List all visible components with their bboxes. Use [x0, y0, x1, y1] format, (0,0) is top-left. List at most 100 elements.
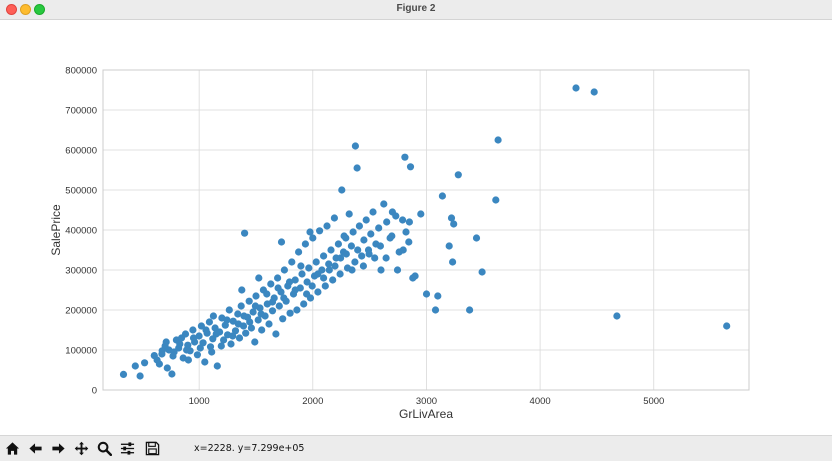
x-tick-label: 1000 [189, 396, 210, 407]
scatter-point [388, 232, 396, 240]
scatter-point [183, 346, 191, 354]
scatter-point [450, 220, 458, 228]
figure-canvas[interactable]: 1000 2000 3000 4000 5000 0 100000 200000 300000… [0, 20, 832, 435]
scatter-point [337, 254, 345, 262]
scatter-point [331, 262, 339, 270]
scatter-point [280, 294, 288, 302]
scatter-point [375, 224, 383, 232]
back-button[interactable] [26, 439, 45, 458]
forward-button[interactable] [49, 439, 68, 458]
scatter-point [494, 136, 502, 144]
scatter-point [245, 297, 253, 305]
scatter-point [300, 300, 308, 308]
scatter-point [309, 234, 317, 242]
scatter-point [325, 266, 333, 274]
zoom-button[interactable] [95, 439, 114, 458]
magnifier-icon [97, 441, 112, 456]
scatter-point [383, 218, 391, 226]
scatter-point [235, 334, 244, 342]
scatter-point [411, 272, 419, 280]
scatter-point [369, 208, 377, 216]
scatter-point [295, 248, 303, 256]
pan-button[interactable] [72, 439, 91, 458]
home-button[interactable] [3, 439, 22, 458]
scatter-point [347, 242, 355, 250]
scatter-point [131, 362, 139, 370]
configure-subplots-button[interactable] [118, 439, 137, 458]
scatter-point [225, 306, 233, 314]
scatter-point [431, 306, 440, 314]
minimize-window-button[interactable] [20, 4, 31, 15]
scatter-point [267, 280, 275, 288]
scatter-point [323, 222, 331, 230]
scatter-point [434, 292, 442, 300]
scatter-point [254, 316, 262, 324]
x-tick-label: 4000 [530, 396, 551, 407]
scatter-point [320, 252, 328, 260]
scatter-point [349, 228, 357, 236]
scatter-point [359, 262, 367, 270]
scatter-point [268, 307, 277, 315]
scatter-point [217, 342, 225, 350]
scatter-point [277, 238, 286, 246]
cursor-coordinates: x=2228. y=7.299e+05 [194, 443, 305, 454]
scatter-point [360, 236, 368, 244]
scatter-point [393, 266, 402, 274]
window-titlebar: Figure 2 [0, 0, 832, 20]
scatter-point [382, 254, 390, 262]
scatter-point [158, 347, 166, 355]
data-points [119, 84, 731, 380]
y-tick-label: 300000 [65, 266, 97, 277]
scatter-point [338, 186, 346, 194]
scatter-point [472, 234, 481, 242]
scatter-point [209, 312, 217, 320]
scatter-point [136, 372, 144, 380]
scatter-point [141, 359, 149, 367]
scatter-point [590, 88, 598, 96]
scatter-point [208, 348, 216, 356]
scatter-point [312, 258, 320, 266]
scatter-point [196, 344, 204, 352]
scatter-point [162, 338, 170, 346]
scatter-point [340, 232, 348, 240]
scatter-point [377, 266, 385, 274]
scatter-point [193, 351, 201, 359]
scatter-point [279, 315, 287, 323]
scatter-point [351, 142, 359, 150]
scatter-point [184, 356, 192, 364]
close-window-button[interactable] [6, 4, 17, 15]
save-button[interactable] [143, 439, 162, 458]
scatter-point [355, 222, 363, 230]
scatter-point [293, 306, 301, 314]
scatter-point [362, 216, 370, 224]
scatter-point [422, 290, 431, 298]
scatter-point [229, 332, 237, 340]
scatter-point [478, 268, 486, 276]
scatter-point [314, 270, 322, 278]
scatter-point [227, 340, 235, 348]
scatter-point [367, 230, 375, 238]
scatter-point [327, 246, 335, 254]
floppy-disk-icon [145, 441, 160, 456]
x-tick-labels: 1000 2000 3000 4000 5000 [189, 396, 665, 407]
scatter-point [286, 309, 294, 317]
scatter-point [358, 252, 366, 260]
scatter-point [195, 332, 203, 340]
scatter-point [242, 329, 250, 337]
scatter-point [155, 360, 163, 368]
scatter-point [325, 260, 333, 268]
scatter-point [201, 358, 209, 366]
scatter-point [119, 370, 128, 378]
arrow-left-icon [29, 443, 42, 454]
x-tick-label: 3000 [416, 396, 437, 407]
scatter-point [274, 284, 282, 292]
home-icon [5, 442, 20, 455]
window-title: Figure 2 [396, 3, 436, 14]
scatter-point [445, 242, 453, 250]
scatter-point [330, 214, 338, 222]
scatter-point [189, 334, 198, 342]
maximize-window-button[interactable] [34, 4, 45, 15]
scatter-point [246, 318, 254, 326]
scatter-point [241, 229, 249, 237]
scatter-point [613, 312, 621, 320]
